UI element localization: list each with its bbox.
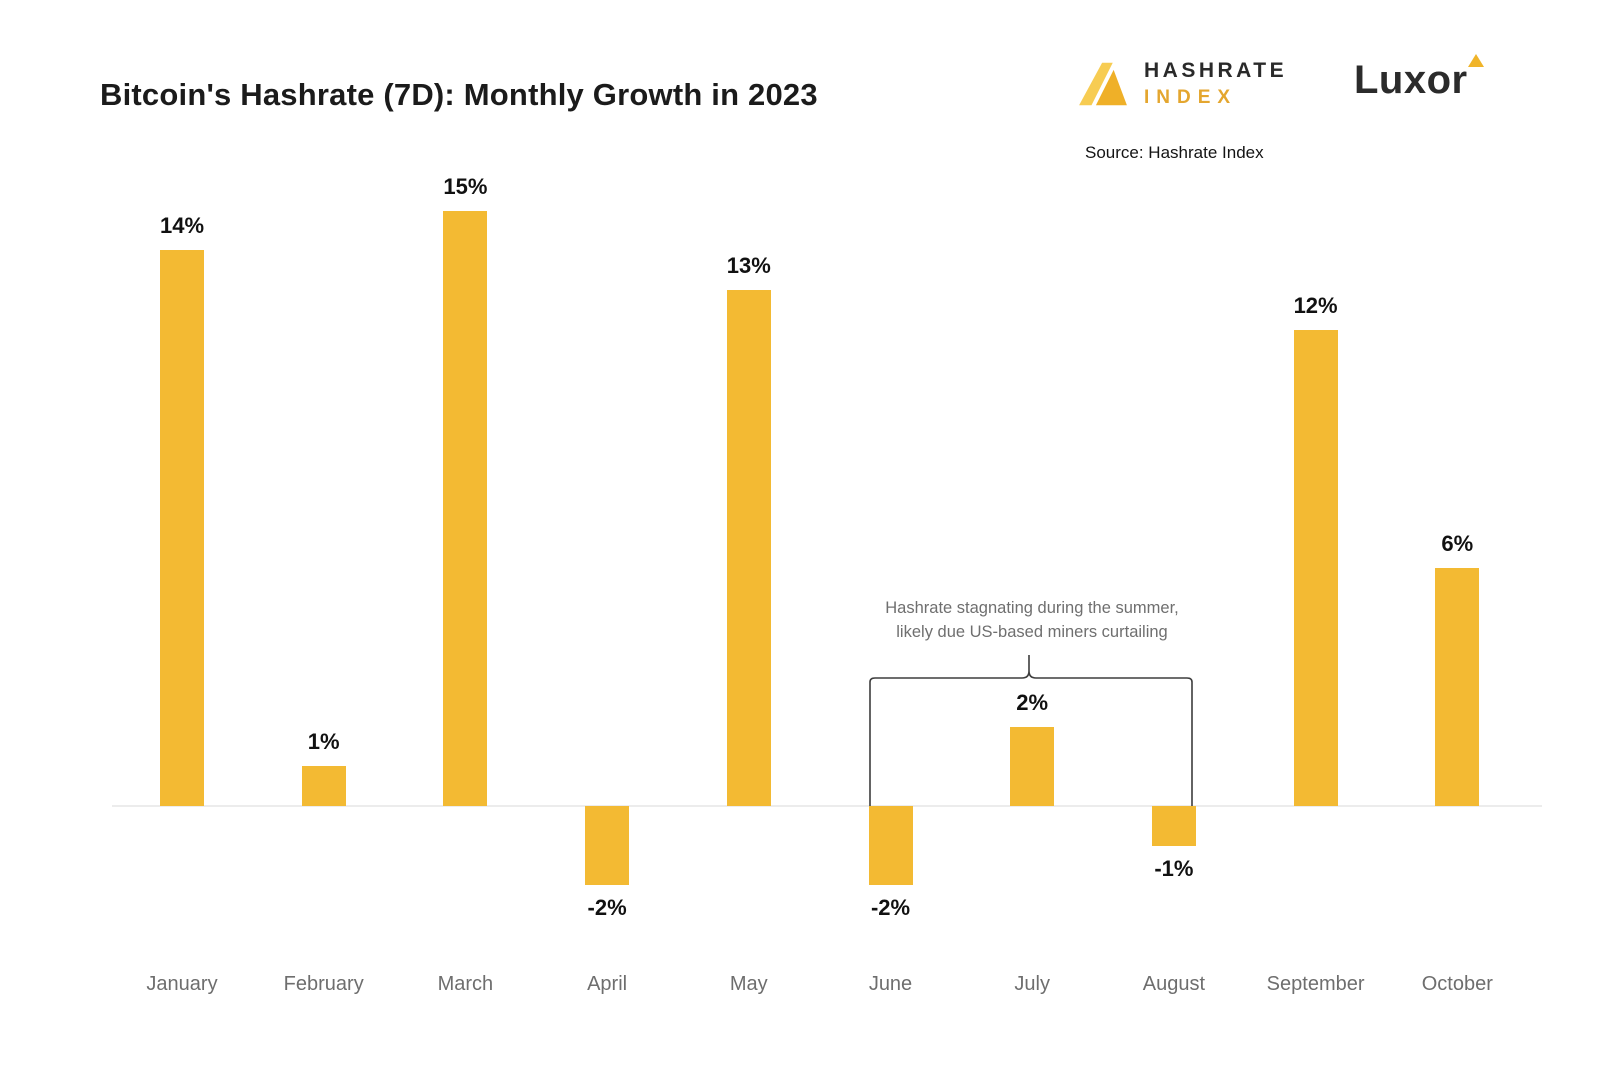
bar-value-label: 6% <box>1441 530 1474 556</box>
x-axis-label: February <box>283 973 364 995</box>
hashrate-index-logo-text: HASHRATE INDEX <box>1144 59 1287 109</box>
bar-value-label: 13% <box>726 252 771 278</box>
bar-january <box>160 250 204 806</box>
bar-value-label: -2% <box>870 895 911 921</box>
bar-value-label: 12% <box>1293 292 1338 318</box>
index-wordmark: INDEX <box>1144 87 1238 108</box>
bar-july <box>1010 726 1055 806</box>
bar-value-label: 1% <box>307 729 340 755</box>
bar-value-label: -1% <box>1154 855 1194 881</box>
bar-october <box>1435 567 1480 806</box>
x-axis-label: May <box>729 973 768 995</box>
x-axis-label: June <box>868 973 913 995</box>
bar-value-label: 14% <box>159 213 205 239</box>
hashrate-index-logo-icon <box>1079 62 1127 106</box>
chart-title: Bitcoin's Hashrate (7D): Monthly Growth … <box>100 77 818 112</box>
bar-august <box>1151 806 1196 846</box>
zero-baseline <box>112 805 1542 807</box>
x-axis-label: September <box>1266 973 1365 995</box>
luxor-wordmark: Luxor <box>1354 58 1468 102</box>
x-axis-label: April <box>587 973 628 995</box>
x-axis-label: July <box>1014 973 1050 995</box>
x-axis-label: October <box>1421 973 1493 995</box>
bar-april <box>585 806 630 886</box>
x-axis-label: August <box>1142 973 1206 995</box>
hashrate-index-logo: HASHRATE INDEX <box>1072 55 1287 113</box>
luxor-triangle-icon <box>1467 54 1484 67</box>
bar-february <box>301 766 346 806</box>
bar-value-label: 15% <box>443 173 488 199</box>
annotation-text: Hashrate stagnating during the summer, l… <box>862 597 1202 645</box>
bar-march <box>443 210 488 806</box>
x-axis-label: March <box>437 973 494 995</box>
annotation-bracket <box>869 655 1193 806</box>
source-note: Source: Hashrate Index <box>1085 143 1264 162</box>
bar-value-label: 2% <box>1016 689 1049 715</box>
bar-value-label: -2% <box>587 895 627 921</box>
bar-september <box>1293 329 1338 806</box>
annotation-line-2: likely due US-based miners curtailing <box>896 622 1168 641</box>
luxor-logo: Luxor <box>1354 54 1484 103</box>
hashrate-wordmark: HASHRATE <box>1144 59 1288 82</box>
x-axis-label: January <box>146 973 218 995</box>
annotation-line-1: Hashrate stagnating during the summer, <box>885 599 1179 617</box>
bar-june <box>868 806 913 886</box>
bar-may <box>726 289 771 806</box>
